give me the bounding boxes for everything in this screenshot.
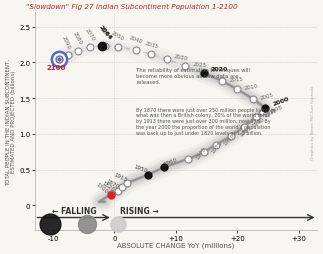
Text: 2090: 2090 [60,35,71,50]
Text: 1700: 1700 [95,181,109,194]
Text: 2015: 2015 [229,76,244,83]
Text: 2050: 2050 [110,30,125,41]
Text: 1995: 1995 [263,108,277,119]
Y-axis label: TOTAL PEOPLE IN THE INDIAN SUBCONTINENT,
ESTIMATED AND PROJECTED (billions): TOTAL PEOPLE IN THE INDIAN SUBCONTINENT,… [5,59,16,185]
Text: ← FALLING: ← FALLING [52,207,97,215]
Text: 1998: 1998 [269,104,284,115]
Text: 1990: 1990 [251,116,265,128]
Text: 2100: 2100 [47,65,66,71]
Text: 2035: 2035 [144,41,159,49]
Text: 2060: 2060 [99,27,112,41]
Text: 1975: 1975 [211,140,224,154]
Text: The reliability of estimation techniques will
become more obvious as new data ar: The reliability of estimation techniques… [136,68,250,85]
Text: "Slowdown" Fig 27 Indian Subcontinent Population 1-2100: "Slowdown" Fig 27 Indian Subcontinent Po… [26,4,237,10]
X-axis label: ABSOLUTE CHANGE YoY (millions): ABSOLUTE CHANGE YoY (millions) [117,242,235,248]
Text: 1985: 1985 [238,125,252,137]
Text: 2005: 2005 [260,92,275,100]
Text: 1820: 1820 [101,180,115,192]
Text: 2025: 2025 [192,61,206,68]
Text: 2010: 2010 [245,84,259,91]
Text: 2040: 2040 [129,36,143,45]
Text: 1913: 1913 [112,171,127,182]
Text: 2030: 2030 [174,54,188,61]
Text: RISING →: RISING → [120,207,159,215]
Text: 2080: 2080 [72,31,83,46]
Text: 1980: 1980 [223,133,236,146]
Text: 2020: 2020 [211,67,228,72]
Text: 1950: 1950 [132,164,147,173]
Text: 2070: 2070 [84,28,96,42]
Text: 1970: 1970 [195,146,207,160]
Text: 2064: 2064 [98,24,112,41]
Text: 2000: 2000 [272,96,290,107]
Text: 1960: 1960 [163,156,178,166]
Text: By 1870 there were just over 250 million people living in
what was then a Britis: By 1870 there were just over 250 million… [136,107,275,135]
Text: Graphics by Anton McClure Koproski: Graphics by Anton McClure Koproski [311,85,315,159]
Text: 1870: 1870 [105,178,120,189]
